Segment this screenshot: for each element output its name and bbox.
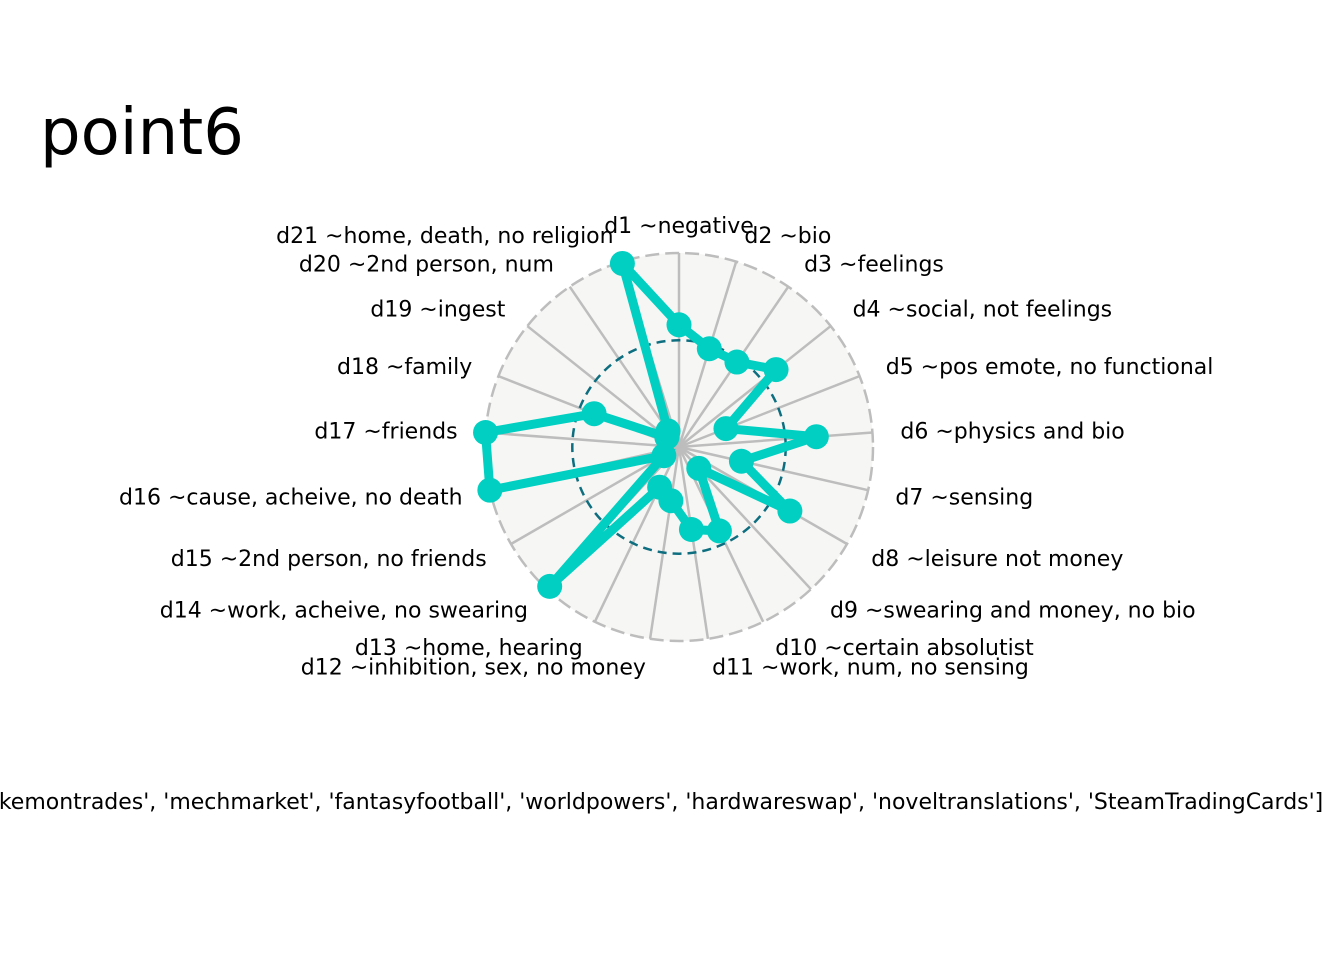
chart-caption: ['pokemontrades', 'mechmarket', 'fantasy… [0,790,1323,815]
category-label-d15: d15 ~2nd person, no friends [171,547,487,572]
spoke-11 [677,446,710,640]
data-point-d6 [803,424,829,450]
category-label-d11: d11 ~work, num, no sensing [712,656,1029,681]
data-point-d3 [724,349,750,375]
category-label-d2: d2 ~bio [744,224,831,249]
spoke-15 [510,445,680,546]
data-point-d16 [477,477,503,503]
data-point-d9 [686,455,712,481]
category-label-d21: d21 ~home, death, no religion [276,224,613,249]
spoke-4 [678,325,832,448]
category-label-d19: d19 ~ingest [370,298,505,323]
spoke-17 [485,431,680,449]
spoke-5 [678,374,861,449]
series-line-1 [480,260,818,590]
data-point-d7 [728,448,754,474]
data-point-d20 [655,418,681,444]
category-label-d17: d17 ~friends [314,419,457,444]
data-point-d4 [763,357,789,383]
category-label-d10: d10 ~certain absolutist [775,636,1034,661]
category-label-d20: d20 ~2nd person, num [299,253,554,278]
category-label-d14: d14 ~work, acheive, no swearing [160,599,528,624]
category-label-d13: d13 ~home, hearing [355,636,583,661]
data-point-d5 [713,416,739,442]
chart-title: point6 [40,96,244,170]
spoke-12 [648,446,681,640]
category-label-d8: d8 ~leisure not money [871,547,1123,572]
category-label-d6: d6 ~physics and bio [900,419,1124,444]
category-label-d4: d4 ~social, not feelings [853,298,1113,323]
spoke-19 [526,325,680,448]
data-point-d15 [651,443,677,469]
spoke-6 [678,431,873,449]
data-point-d2 [696,336,722,362]
category-label-d16: d16 ~cause, acheive, no death [119,485,463,510]
spoke-7 [678,445,869,492]
data-point-d10 [706,518,732,544]
category-label-d5: d5 ~pos emote, no functional [886,355,1214,380]
data-point-d13 [647,474,673,500]
category-label-d3: d3 ~feelings [804,253,944,278]
data-point-d14 [537,573,563,599]
category-label-d12: d12 ~inhibition, sex, no money [301,656,646,681]
data-point-d17 [473,420,499,446]
category-label-d9: d9 ~swearing and money, no bio [830,599,1196,624]
data-point-d21 [609,250,635,276]
radar-plot-area [473,250,875,643]
category-label-d1: d1 ~negative [604,214,754,239]
data-point-d1 [666,312,692,338]
category-label-d7: d7 ~sensing [895,485,1033,510]
data-point-d8 [777,498,803,524]
category-label-d18: d18 ~family [337,355,472,380]
data-point-d11 [678,516,704,542]
data-point-d18 [581,401,607,427]
